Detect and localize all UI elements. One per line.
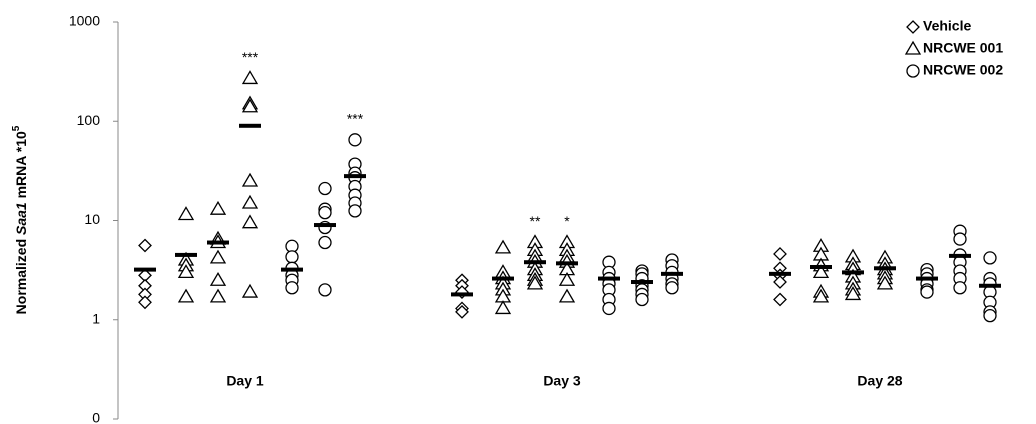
data-point (209, 200, 227, 215)
data-point (920, 285, 934, 299)
mean-bar (874, 266, 896, 271)
data-point (953, 281, 967, 295)
data-point (348, 204, 362, 218)
data-point (241, 194, 259, 209)
data-point (812, 264, 830, 279)
mean-bar (314, 223, 336, 228)
legend-label: Vehicle (923, 18, 971, 34)
x-tick-label: Day 1 (226, 373, 264, 389)
data-point (241, 172, 259, 187)
mean-bar (451, 292, 473, 297)
mean-bar (769, 271, 791, 276)
y-tick-label: 1000 (69, 13, 100, 29)
legend-marker (904, 40, 922, 55)
significance-label: ** (530, 213, 541, 229)
mean-bar (842, 270, 864, 275)
legend-marker (906, 20, 920, 34)
y-label-exponent: 5 (11, 125, 22, 131)
legend-label: NRCWE 002 (923, 62, 1003, 78)
data-point (318, 181, 332, 196)
mean-bar (949, 253, 971, 258)
mean-bar (556, 261, 578, 266)
data-point (177, 206, 195, 221)
data-point (241, 70, 259, 85)
data-point (773, 247, 787, 261)
data-point (635, 292, 649, 307)
mean-bar (281, 267, 303, 272)
data-point (348, 133, 362, 147)
mean-bar (134, 267, 156, 272)
y-label-prefix: Normalized (13, 239, 29, 314)
data-point (241, 214, 259, 229)
data-point (876, 275, 894, 290)
mean-bar (207, 240, 229, 245)
mean-bar (524, 260, 546, 265)
data-point (318, 235, 332, 250)
data-point (209, 288, 227, 303)
data-point (455, 285, 469, 300)
x-tick-label: Day 3 (543, 373, 581, 389)
mean-bar (631, 280, 653, 285)
legend-marker (906, 64, 920, 78)
data-point (812, 288, 830, 303)
significance-label: *** (242, 49, 259, 65)
data-point (177, 264, 195, 279)
mean-bar (175, 252, 197, 257)
data-point (455, 304, 469, 319)
mean-bar (916, 276, 938, 281)
data-point (318, 283, 332, 297)
data-point (773, 275, 787, 289)
mean-bar (979, 283, 1001, 288)
data-point (209, 249, 227, 264)
data-point (953, 232, 967, 246)
data-point (494, 239, 512, 254)
data-point (285, 250, 299, 264)
data-point (138, 238, 152, 253)
mean-bar (344, 174, 366, 179)
data-point (138, 295, 152, 310)
significance-label: * (564, 213, 570, 229)
data-point (983, 308, 997, 323)
y-tick-label: 10 (84, 211, 100, 227)
mean-bar (492, 276, 514, 281)
y-tick-label: 1 (92, 310, 100, 326)
data-point (318, 205, 332, 220)
y-tick-label: 100 (77, 112, 101, 128)
data-point (844, 286, 862, 301)
data-point (177, 288, 195, 303)
mean-bar (239, 123, 261, 128)
data-point (558, 271, 576, 286)
data-point (494, 300, 512, 315)
mean-bar (661, 271, 683, 276)
data-point (665, 281, 679, 295)
data-point (209, 271, 227, 286)
y-axis-label: Normalized Saa1 mRNA *105 (11, 125, 29, 314)
mean-bar (598, 276, 620, 281)
data-point (285, 281, 299, 295)
significance-label: *** (347, 111, 364, 127)
data-point (983, 251, 997, 265)
data-point (602, 301, 616, 316)
x-tick-label: Day 28 (857, 373, 902, 389)
data-point (526, 275, 544, 290)
data-point (241, 283, 259, 298)
mean-bar (810, 265, 832, 270)
legend-label: NRCWE 001 (923, 40, 1003, 56)
data-point (241, 98, 259, 113)
y-label-gene: Saa1 (13, 202, 29, 235)
y-label-suffix: mRNA *10 (13, 131, 29, 198)
y-tick-label: 0 (92, 410, 100, 424)
data-point (558, 288, 576, 303)
data-point (773, 292, 787, 307)
